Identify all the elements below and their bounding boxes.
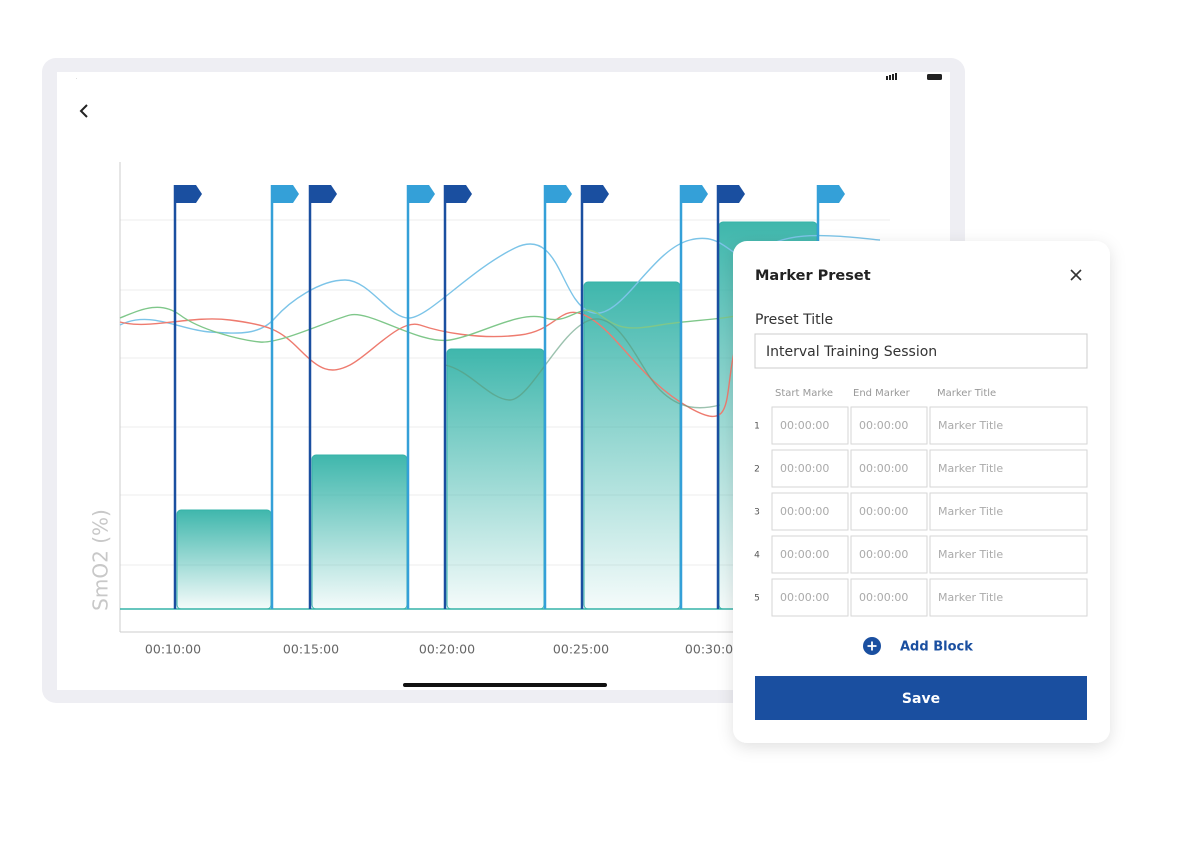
- home-indicator: [403, 683, 607, 687]
- preset-title-input[interactable]: [754, 333, 1088, 369]
- row-input[interactable]: [850, 578, 928, 617]
- row-placeholder: 00:00:00: [859, 462, 908, 475]
- row-input[interactable]: [929, 492, 1088, 531]
- marker-rows: 1 00:00:00 00:00:00 Marker Title 2 00:00:00 00…: [754, 406, 1088, 617]
- column-header: Start Marke: [775, 388, 833, 399]
- row-placeholder: 00:00:00: [859, 591, 908, 604]
- column-headers: Start Marke End Marker Marker Title: [775, 388, 996, 399]
- row-input[interactable]: [929, 578, 1088, 617]
- marker-flag: [408, 185, 435, 203]
- row-placeholder: Marker Title: [938, 591, 1003, 604]
- row-input[interactable]: [850, 449, 928, 488]
- marker-flag: [272, 185, 299, 203]
- row-placeholder: Marker Title: [938, 505, 1003, 518]
- curves: [119, 234, 881, 418]
- row-index: 1: [754, 422, 760, 432]
- row-placeholder: 00:00:00: [780, 548, 829, 561]
- marker-flag: [681, 185, 708, 203]
- row-placeholder: Marker Title: [938, 462, 1003, 475]
- row-input[interactable]: [929, 449, 1088, 488]
- row-placeholder: Marker Title: [938, 548, 1003, 561]
- row-placeholder: 00:00:00: [859, 548, 908, 561]
- marker-flag: [582, 185, 609, 203]
- row-input[interactable]: [850, 535, 928, 574]
- add-block-label: Add Block: [900, 640, 973, 655]
- preset-title-value: Interval Training Session: [766, 344, 937, 360]
- row-input[interactable]: [771, 406, 849, 445]
- preset-title-label: Preset Title: [755, 312, 833, 328]
- row-index: 2: [754, 465, 760, 475]
- x-tick-label: 00:15:00: [283, 642, 339, 657]
- interval-block: [176, 509, 272, 610]
- save-button[interactable]: [755, 676, 1087, 720]
- row-input[interactable]: [771, 578, 849, 617]
- interval-block: [446, 348, 545, 610]
- dialog-title: Marker Preset: [755, 268, 871, 284]
- x-tick-label: 00:10:00: [145, 642, 201, 657]
- marker-flag: [175, 185, 202, 203]
- status-icons: [886, 73, 942, 80]
- row-input[interactable]: [771, 492, 849, 531]
- row-placeholder: 00:00:00: [780, 591, 829, 604]
- y-axis-label: SmO2 (%): [89, 509, 113, 611]
- row-input[interactable]: [850, 492, 928, 531]
- row-placeholder: 00:00:00: [780, 419, 829, 432]
- marker-preset-dialog: Marker Preset Preset Title Interval Trai…: [733, 241, 1110, 743]
- marker-flag: [310, 185, 337, 203]
- x-tick-label: 00:20:00: [419, 642, 475, 657]
- save-label: Save: [902, 691, 940, 707]
- row-input[interactable]: [771, 535, 849, 574]
- row-index: 5: [754, 594, 760, 604]
- row-placeholder: 00:00:00: [780, 462, 829, 475]
- interval-block: [311, 454, 408, 610]
- row-index: 4: [754, 551, 760, 561]
- close-button[interactable]: [1070, 269, 1082, 281]
- marker-flag: [445, 185, 472, 203]
- row-input[interactable]: [929, 406, 1088, 445]
- x-tick-label: 00:30:00: [685, 642, 741, 657]
- row-placeholder: 00:00:00: [859, 419, 908, 432]
- marker-flag: [718, 185, 745, 203]
- x-tick-label: 00:25:00: [553, 642, 609, 657]
- marker-flag: [545, 185, 572, 203]
- x-ticks: 00:10:00 00:15:00 00:20:00 00:25:00 00:30:00: [145, 642, 741, 657]
- row-placeholder: Marker Title: [938, 419, 1003, 432]
- add-block-button[interactable]: Add Block: [863, 637, 973, 655]
- row-placeholder: 00:00:00: [859, 505, 908, 518]
- marker-flag: [818, 185, 845, 203]
- status-time: .: [76, 75, 77, 80]
- column-header: Marker Title: [937, 388, 996, 399]
- back-button[interactable]: [79, 104, 88, 118]
- row-input[interactable]: [929, 535, 1088, 574]
- row-index: 3: [754, 508, 760, 518]
- row-input[interactable]: [771, 449, 849, 488]
- column-header: End Marker: [853, 388, 911, 399]
- interval-block: [583, 281, 681, 610]
- row-placeholder: 00:00:00: [780, 505, 829, 518]
- row-input[interactable]: [850, 406, 928, 445]
